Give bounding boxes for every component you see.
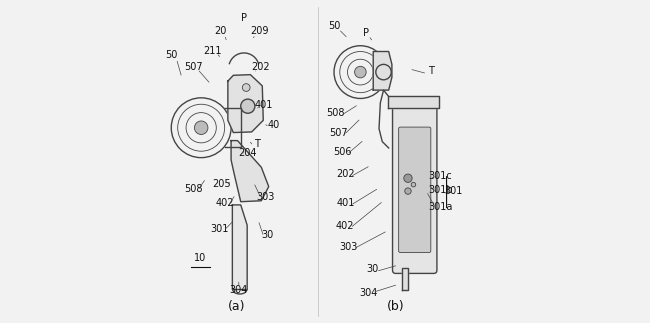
Text: 10: 10 [194, 253, 206, 263]
Polygon shape [402, 268, 408, 289]
Circle shape [240, 99, 255, 113]
Circle shape [405, 188, 411, 194]
Text: 506: 506 [333, 147, 351, 157]
Text: 508: 508 [326, 108, 345, 118]
Text: P: P [241, 13, 247, 23]
Text: 30: 30 [367, 264, 379, 274]
Text: 30: 30 [262, 231, 274, 240]
Polygon shape [387, 96, 439, 109]
Text: 304: 304 [229, 285, 248, 295]
Text: 507: 507 [184, 62, 202, 72]
Polygon shape [233, 205, 247, 289]
Text: 301a: 301a [428, 202, 452, 212]
Text: 303: 303 [256, 192, 275, 202]
Text: 204: 204 [238, 149, 256, 159]
Text: 402: 402 [336, 221, 354, 231]
Text: T: T [254, 139, 260, 149]
Text: 507: 507 [330, 128, 348, 138]
Text: 209: 209 [250, 26, 268, 36]
Circle shape [242, 84, 250, 91]
Text: (b): (b) [387, 300, 404, 313]
Text: 301b: 301b [428, 185, 452, 195]
Text: 205: 205 [212, 179, 231, 189]
Text: (a): (a) [227, 300, 245, 313]
Text: 401: 401 [255, 100, 273, 110]
FancyBboxPatch shape [398, 127, 431, 253]
FancyBboxPatch shape [393, 105, 437, 274]
Circle shape [194, 121, 208, 134]
Text: 20: 20 [214, 26, 227, 36]
Text: 401: 401 [336, 198, 354, 208]
Polygon shape [231, 141, 268, 202]
Circle shape [411, 182, 416, 187]
Text: P: P [363, 28, 369, 38]
Text: 303: 303 [339, 242, 358, 252]
Text: 301c: 301c [428, 171, 452, 181]
Text: 202: 202 [252, 62, 270, 72]
Text: 202: 202 [336, 169, 354, 179]
Text: 304: 304 [359, 288, 378, 298]
Text: 50: 50 [328, 21, 340, 31]
Text: 402: 402 [215, 198, 234, 208]
Text: 50: 50 [165, 50, 177, 60]
Circle shape [404, 174, 412, 182]
Polygon shape [228, 75, 263, 132]
Text: 301: 301 [211, 224, 229, 234]
Circle shape [355, 66, 366, 78]
Text: 211: 211 [203, 46, 222, 56]
Polygon shape [373, 51, 392, 90]
Text: T: T [428, 67, 434, 77]
Text: 508: 508 [184, 184, 202, 194]
Text: 301: 301 [445, 186, 463, 196]
Text: 40: 40 [267, 120, 280, 130]
